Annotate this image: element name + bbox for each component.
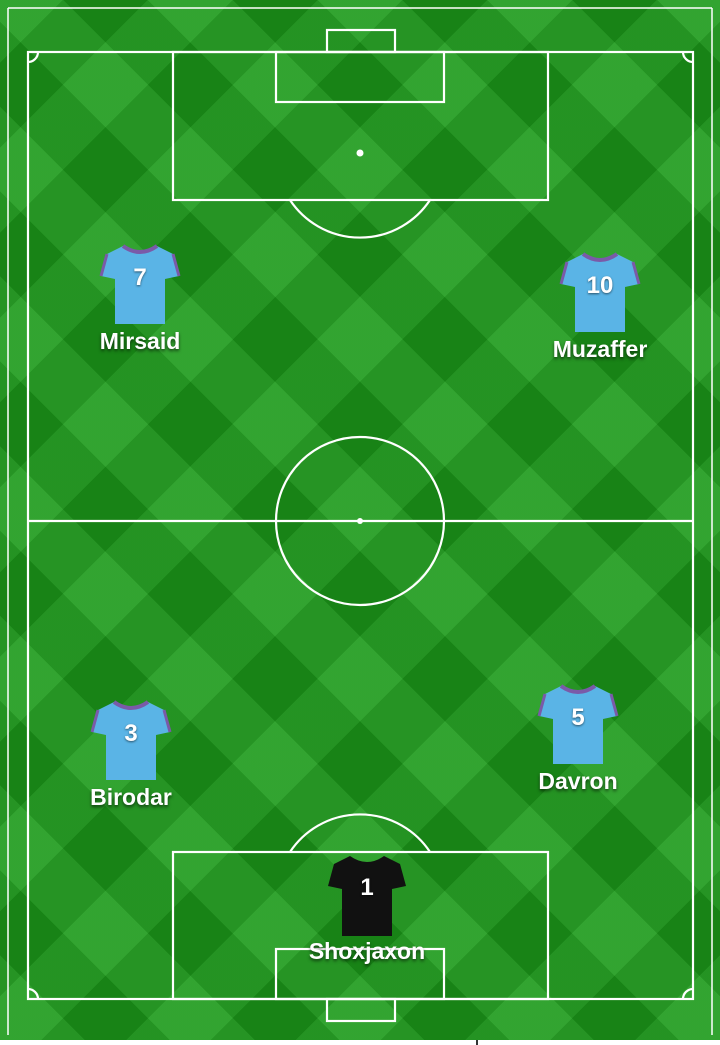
jersey-icon <box>99 244 181 324</box>
goalkeeper-jersey-icon <box>328 856 406 936</box>
player-mirsaid[interactable]: 7 Mirsaid <box>65 240 215 355</box>
center-circle <box>274 435 446 607</box>
shirt-number: 10 <box>586 272 614 299</box>
top-penalty-arc <box>289 199 431 239</box>
player-name: Shoxjaxon <box>308 938 426 964</box>
player-name: Muzaffer <box>552 336 648 362</box>
bottom-penalty-arc <box>289 813 431 853</box>
top-penalty-area <box>171 50 550 202</box>
player-name: Birodar <box>90 784 172 810</box>
bottom-bar <box>0 1040 720 1045</box>
player-name: Mirsaid <box>99 328 181 354</box>
bottom-bar-divider <box>476 1040 478 1045</box>
corner-arc-bottom-right <box>681 987 694 1000</box>
corner-arc-top-right <box>681 51 694 64</box>
top-penalty-spot <box>356 149 364 157</box>
shirt-number: 5 <box>571 704 585 731</box>
jersey-icon <box>90 700 172 780</box>
shirt-number: 1 <box>360 874 374 901</box>
top-goal <box>325 28 397 54</box>
shirt-number: 3 <box>124 720 138 747</box>
jersey-icon <box>537 684 619 764</box>
bottom-goal <box>325 997 397 1023</box>
top-goal-area <box>274 50 446 104</box>
corner-arc-top-left <box>27 51 40 64</box>
player-birodar[interactable]: 3 Birodar <box>56 696 206 811</box>
jersey-icon <box>559 252 641 332</box>
player-name: Davron <box>538 768 618 794</box>
corner-arc-bottom-left <box>27 987 40 1000</box>
center-spot <box>357 518 363 524</box>
player-shoxjaxon-goalkeeper[interactable]: 1 Shoxjaxon <box>292 850 442 965</box>
player-davron[interactable]: 5 Davron <box>503 680 653 795</box>
player-muzaffer[interactable]: 10 Muzaffer <box>525 248 675 363</box>
shirt-number: 7 <box>133 264 147 291</box>
